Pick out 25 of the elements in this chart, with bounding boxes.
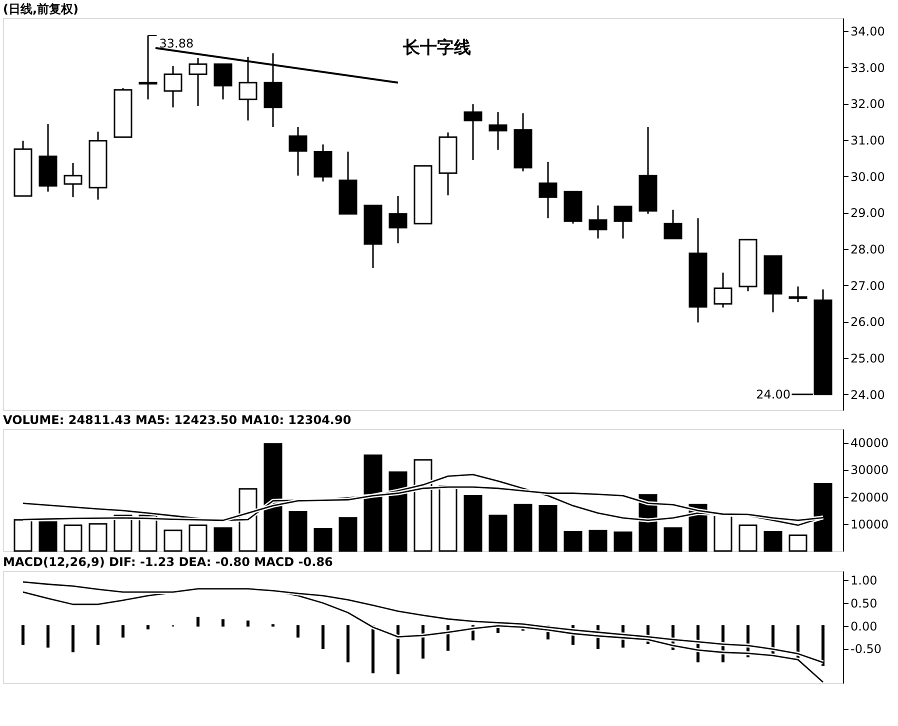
y-tick-label: 29.00 — [850, 206, 885, 220]
chart-title: (日线,前复权) — [3, 2, 79, 16]
y-tick-label: 0.00 — [850, 619, 878, 634]
y-tick-label: 20000 — [850, 490, 889, 504]
y-tick-label: 1.00 — [850, 574, 878, 588]
y-tick-label: 31.00 — [850, 134, 885, 148]
y-tick-label: 32.00 — [850, 97, 885, 112]
y-tick-label: 10000 — [850, 517, 889, 532]
y-tick-label: 25.00 — [850, 352, 885, 366]
annotation: 长十字线 — [402, 38, 471, 58]
y-tick-label: 33.00 — [850, 60, 885, 75]
y-tick-label: 30000 — [850, 463, 889, 478]
y-tick-label: -0.50 — [850, 642, 882, 656]
chart-title: MACD(12,26,9) DIF: -1.23 DEA: -0.80 MACD -0.86 — [3, 555, 333, 569]
chart-title: VOLUME: 24811.43 MA5: 12423.50 MA10: 12304.90 — [3, 413, 352, 427]
annotation: 24.00 — [756, 387, 790, 402]
y-tick-label: 27.00 — [850, 278, 885, 293]
y-tick-label: 26.00 — [850, 315, 885, 330]
y-tick-label: 0.50 — [850, 596, 878, 610]
y-tick-label: 28.00 — [850, 242, 885, 257]
y-tick-label: 34.00 — [850, 24, 885, 39]
annotation: 33.88 — [159, 36, 194, 50]
y-tick-label: 40000 — [850, 436, 889, 450]
y-tick-label: 30.00 — [850, 170, 885, 184]
y-tick-label: 24.00 — [850, 388, 885, 402]
